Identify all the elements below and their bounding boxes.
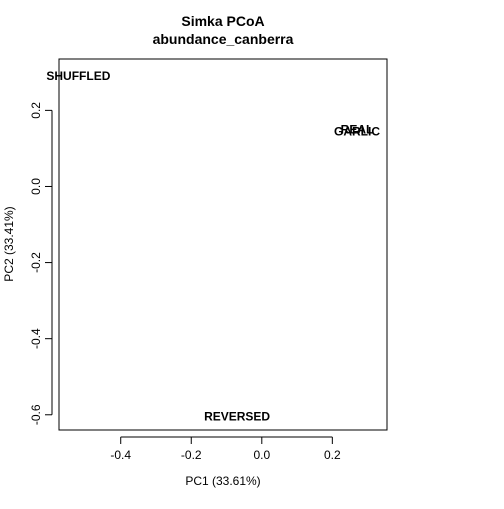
y-tick-label: -0.2 [29,252,43,273]
y-axis-label: PC2 (33.41%) [2,206,16,281]
x-tick-label: -0.4 [110,448,131,462]
x-tick-label: -0.2 [181,448,202,462]
y-tick-label: -0.6 [29,404,43,425]
plot-box [58,58,388,431]
y-tick-label: 0.2 [29,102,43,119]
x-tick-label: 0.0 [253,448,270,462]
x-tick-label: 0.2 [324,448,341,462]
point-label-reversed: REVERSED [204,410,270,424]
y-axis-ticks: -0.6 -0.4 -0.2 0.0 0.2 [29,102,52,425]
chart-title: Simka PCoA [181,13,264,29]
x-axis-label: PC1 (33.61%) [185,474,260,488]
y-tick-label: 0.0 [29,178,43,195]
chart-subtitle: abundance_canberra [153,31,294,47]
point-label-real: REAL [341,122,374,136]
x-axis-ticks: -0.4 -0.2 0.0 0.2 [110,437,341,462]
y-tick-label: -0.4 [29,328,43,349]
point-label-shuffled: SHUFFLED [46,69,110,83]
point-label-garlic: GARLIC [334,124,380,138]
